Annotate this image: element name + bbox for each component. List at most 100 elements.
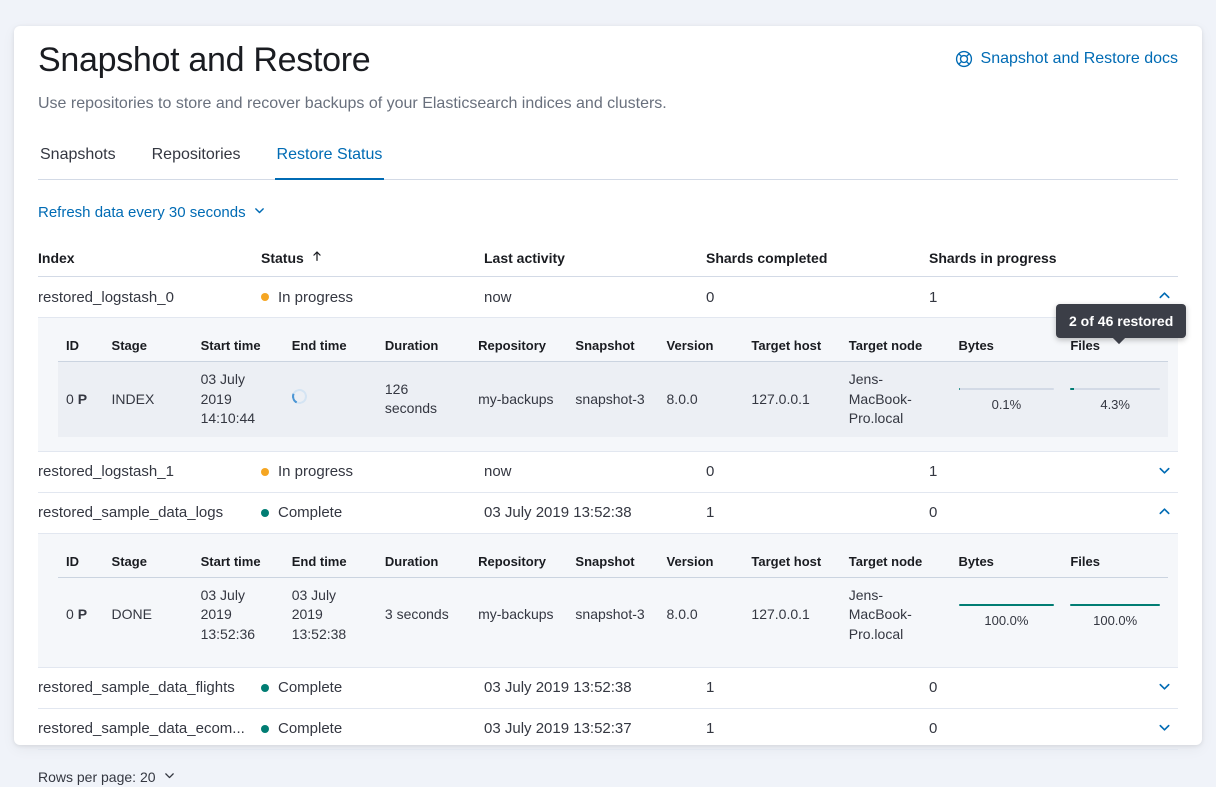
snapshot-restore-panel: Snapshot and Restore Snapshot and Restor…	[14, 26, 1202, 785]
shards-in-progress: 1	[929, 288, 938, 306]
table-row: restored_sample_data_ecom... Complete 03…	[38, 709, 1178, 750]
detail-col-end-time: End time	[283, 546, 377, 578]
shard-primary-flag: P	[77, 606, 88, 623]
detail-col-version: Version	[658, 331, 744, 362]
restore-status-table: Index Status Last activity Shards comple…	[38, 240, 1178, 787]
status-label: In progress	[278, 463, 354, 481]
collapse-row-button[interactable]	[1152, 501, 1176, 525]
progress-fill	[1070, 387, 1075, 390]
refresh-interval-dropdown[interactable]: Refresh data every 30 seconds	[38, 204, 266, 221]
docs-link[interactable]: Snapshot and Restore docs	[955, 50, 1178, 68]
chevron-down-icon	[1157, 720, 1172, 738]
detail-col-end-time: End time	[283, 331, 377, 362]
table-row: restored_sample_data_flights Complete 03…	[38, 668, 1178, 709]
detail-col-start-time: Start time	[192, 546, 284, 578]
restore-progress-tooltip: 2 of 46 restored	[1056, 304, 1187, 338]
index-name: restored_sample_data_logs	[38, 504, 224, 522]
shard-start-time: 03 July 2019 14:10:44	[200, 371, 256, 427]
detail-col-bytes: Bytes	[950, 331, 1063, 362]
expand-row-button[interactable]	[1152, 717, 1176, 741]
shard-end-time: 03 July 2019 13:52:38	[291, 586, 347, 642]
shards-completed: 1	[706, 504, 715, 522]
shard-repository: my-backups	[478, 390, 554, 407]
last-activity: 03 July 2019 13:52:38	[484, 679, 632, 697]
docs-link-label: Snapshot and Restore docs	[980, 50, 1178, 67]
shard-target-node: Jens-MacBook-Pro.local	[848, 371, 912, 427]
detail-col-stage: Stage	[103, 331, 193, 362]
progress-fill	[958, 387, 960, 390]
help-icon	[955, 50, 973, 68]
shards-completed: 0	[706, 288, 715, 306]
detail-col-duration: Duration	[376, 546, 471, 578]
detail-col-target-node: Target node	[840, 546, 951, 578]
detail-col-id: ID	[58, 331, 104, 362]
progress-fill	[1070, 603, 1160, 606]
status-label: Complete	[278, 679, 343, 697]
files-percent: 100.0%	[1093, 612, 1138, 628]
chevron-down-icon	[1157, 679, 1172, 697]
shard-id: 0	[66, 606, 74, 623]
tab-repositories[interactable]: Repositories	[151, 146, 241, 163]
last-activity: 03 July 2019 13:52:37	[484, 720, 632, 738]
detail-col-duration: Duration	[376, 331, 471, 362]
chevron-down-icon	[163, 769, 176, 785]
shards-completed: 0	[706, 463, 715, 481]
tab-restore-status[interactable]: Restore Status	[274, 146, 385, 180]
chevron-up-icon	[1157, 288, 1172, 306]
last-activity: now	[484, 463, 512, 481]
files-percent: 4.3%	[1100, 396, 1130, 412]
bytes-progress[interactable]: 0.1%	[951, 362, 1063, 437]
status-dot-icon	[261, 293, 269, 301]
detail-header-row: ID Stage Start time End time Duration Re…	[58, 331, 1168, 362]
shard-target-node: Jens-MacBook-Pro.local	[848, 586, 912, 642]
column-header-index: Index	[38, 249, 75, 266]
status-label: In progress	[278, 288, 354, 306]
table-row: restored_logstash_0 In progress now 0 1	[38, 277, 1178, 318]
shard-duration: 3 seconds	[384, 606, 449, 623]
collapse-row-button[interactable]	[1152, 285, 1176, 309]
loading-spinner-icon	[289, 386, 309, 407]
bytes-progress[interactable]: 100.0%	[951, 577, 1063, 652]
last-activity: now	[484, 288, 512, 306]
expand-row-button[interactable]	[1152, 676, 1176, 700]
index-name: restored_sample_data_ecom...	[38, 720, 245, 738]
column-header-status[interactable]: Status	[261, 240, 484, 276]
index-name: restored_logstash_0	[38, 288, 174, 306]
files-progress[interactable]: 100.0%	[1062, 577, 1168, 652]
detail-col-target-host: Target host	[743, 546, 841, 578]
column-header-last-activity: Last activity	[484, 249, 565, 266]
shard-repository: my-backups	[478, 606, 554, 623]
page-subtitle: Use repositories to store and recover ba…	[38, 95, 667, 112]
tab-bar: Snapshots Repositories Restore Status	[38, 146, 1178, 180]
detail-col-bytes: Bytes	[950, 546, 1063, 578]
page-header: Snapshot and Restore Snapshot and Restor…	[38, 40, 1178, 80]
shards-in-progress: 0	[929, 679, 938, 697]
detail-col-snapshot: Snapshot	[567, 331, 659, 362]
files-progress[interactable]: 4.3%	[1062, 362, 1168, 437]
column-header-shards-in-progress: Shards in progress	[929, 249, 1057, 266]
detail-header-row: ID Stage Start time End time Duration Re…	[58, 546, 1168, 578]
chevron-down-icon	[1157, 463, 1172, 481]
detail-col-stage: Stage	[103, 546, 193, 578]
status-dot-icon	[261, 724, 269, 733]
tooltip-text: 2 of 46 restored	[1069, 313, 1174, 329]
shard-detail-panel: ID Stage Start time End time Duration Re…	[38, 533, 1178, 668]
rows-per-page-dropdown[interactable]: Rows per page: 20	[38, 769, 176, 785]
index-name: restored_sample_data_flights	[38, 679, 235, 697]
bytes-percent: 100.0%	[984, 612, 1029, 628]
expand-row-button[interactable]	[1152, 460, 1176, 484]
detail-col-target-node: Target node	[840, 331, 951, 362]
shard-detail-panel: ID Stage Start time End time Duration Re…	[38, 318, 1178, 452]
detail-col-repository: Repository	[470, 331, 568, 362]
shards-in-progress: 0	[929, 504, 938, 522]
shard-snapshot: snapshot-3	[575, 390, 645, 407]
tab-snapshots[interactable]: Snapshots	[40, 146, 116, 163]
table-row: restored_sample_data_logs Complete 03 Ju…	[38, 493, 1178, 534]
shard-target-host: 127.0.0.1	[751, 390, 810, 407]
shards-completed: 1	[706, 720, 715, 738]
status-dot-icon	[261, 508, 269, 517]
shard-stage: DONE	[111, 606, 152, 623]
column-header-expander	[1134, 249, 1178, 268]
detail-col-id: ID	[58, 546, 104, 578]
